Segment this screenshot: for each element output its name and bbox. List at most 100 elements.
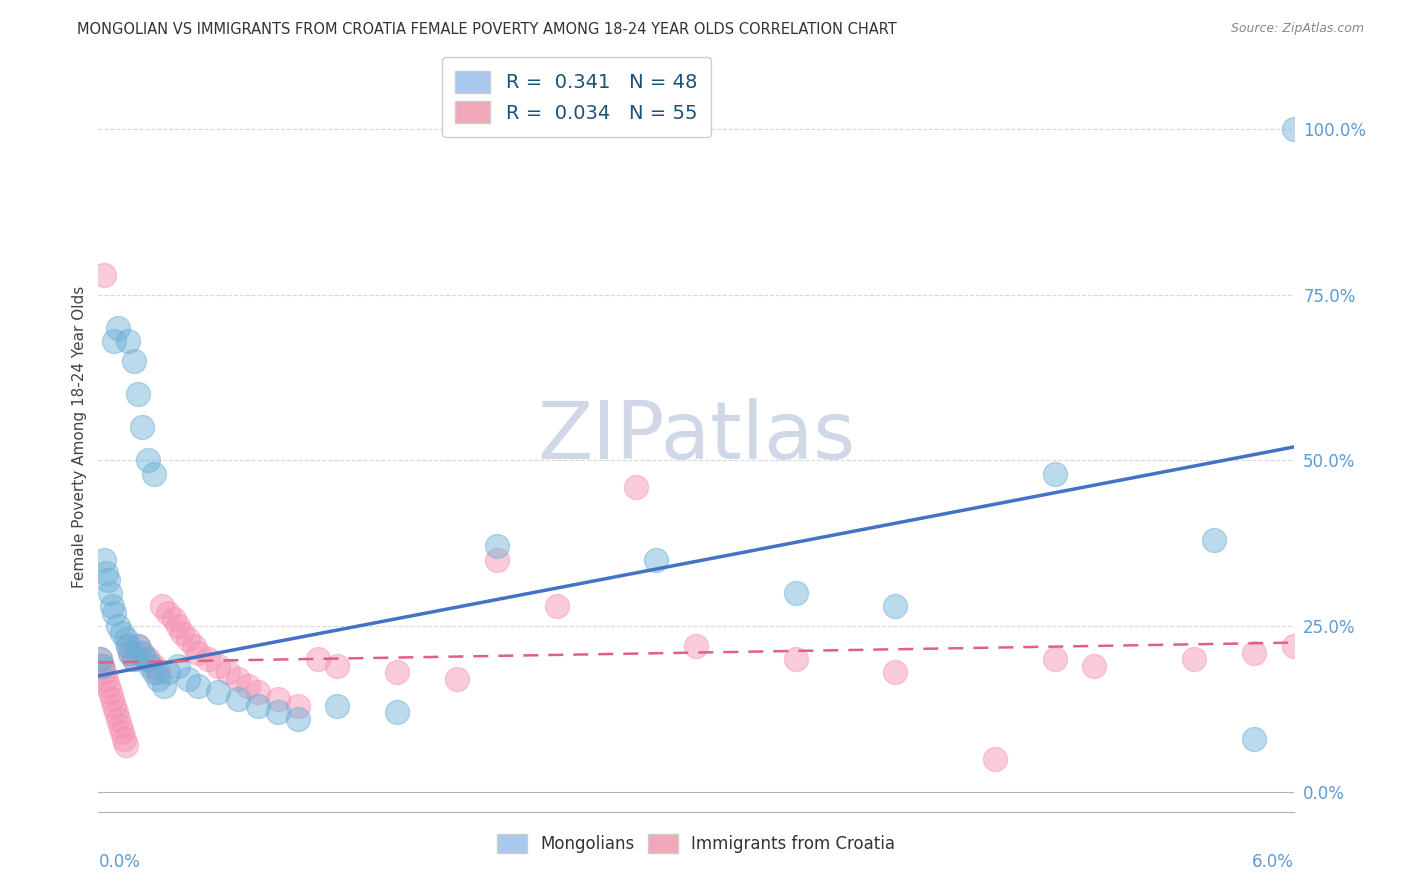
Point [226, 672, 249, 686]
Point [226, 692, 249, 706]
Point [884, 665, 907, 680]
Point [110, 718, 132, 732]
Point [115, 739, 138, 753]
Point [120, 646, 142, 660]
Point [157, 665, 180, 680]
Point [385, 665, 409, 680]
Point [107, 712, 129, 726]
Legend: Mongolians, Immigrants from Croatia: Mongolians, Immigrants from Croatia [491, 827, 901, 860]
Point [326, 698, 349, 713]
Point [135, 652, 157, 666]
Point [1202, 533, 1225, 547]
Point [326, 658, 349, 673]
Text: ZIPatlas: ZIPatlas [537, 398, 855, 476]
Point [93, 268, 115, 282]
Point [236, 679, 259, 693]
Point [153, 679, 176, 693]
Y-axis label: Female Poverty Among 18-24 Year Olds: Female Poverty Among 18-24 Year Olds [72, 286, 87, 588]
Point [177, 672, 200, 686]
Point [89, 652, 111, 666]
Point [1043, 652, 1066, 666]
Point [207, 685, 229, 699]
Point [307, 652, 329, 666]
Point [163, 612, 186, 626]
Point [546, 599, 568, 614]
Point [127, 639, 149, 653]
Point [1182, 652, 1205, 666]
Point [111, 625, 134, 640]
Point [148, 672, 170, 686]
Point [172, 625, 194, 640]
Point [287, 698, 309, 713]
Point [207, 658, 229, 673]
Point [139, 658, 162, 673]
Point [89, 652, 111, 666]
Point [246, 685, 269, 699]
Point [167, 619, 190, 633]
Point [91, 658, 114, 673]
Point [115, 632, 138, 647]
Point [111, 725, 134, 739]
Point [446, 672, 468, 686]
Text: Source: ZipAtlas.com: Source: ZipAtlas.com [1230, 22, 1364, 36]
Point [127, 639, 149, 653]
Point [131, 646, 153, 660]
Point [112, 731, 135, 746]
Point [785, 652, 807, 666]
Point [1043, 467, 1066, 481]
Point [217, 665, 239, 680]
Point [150, 599, 173, 614]
Point [1243, 731, 1265, 746]
Point [117, 334, 139, 348]
Point [183, 639, 205, 653]
Point [645, 553, 668, 567]
Point [93, 665, 115, 680]
Point [107, 320, 129, 334]
Point [1083, 658, 1105, 673]
Point [117, 639, 139, 653]
Point [267, 692, 290, 706]
Point [1243, 646, 1265, 660]
Point [177, 632, 200, 647]
Point [117, 639, 139, 653]
Point [143, 658, 166, 673]
Point [385, 705, 409, 719]
Point [167, 658, 190, 673]
Point [984, 752, 1007, 766]
Point [124, 652, 146, 666]
Point [103, 606, 125, 620]
Point [131, 646, 153, 660]
Point [96, 566, 118, 580]
Point [101, 692, 124, 706]
Point [91, 658, 114, 673]
Point [685, 639, 707, 653]
Point [187, 679, 209, 693]
Point [246, 698, 269, 713]
Point [93, 553, 115, 567]
Point [107, 619, 129, 633]
Point [485, 540, 508, 554]
Point [287, 712, 309, 726]
Point [884, 599, 907, 614]
Point [157, 606, 180, 620]
Text: 6.0%: 6.0% [1251, 853, 1294, 871]
Point [136, 453, 159, 467]
Point [785, 586, 807, 600]
Point [1282, 639, 1305, 653]
Point [101, 599, 124, 614]
Point [103, 334, 125, 348]
Text: MONGOLIAN VS IMMIGRANTS FROM CROATIA FEMALE POVERTY AMONG 18-24 YEAR OLDS CORREL: MONGOLIAN VS IMMIGRANTS FROM CROATIA FEM… [77, 22, 897, 37]
Point [97, 573, 120, 587]
Point [143, 665, 166, 680]
Point [124, 354, 146, 368]
Point [103, 698, 125, 713]
Point [98, 685, 122, 699]
Point [120, 646, 142, 660]
Point [267, 705, 290, 719]
Point [98, 586, 122, 600]
Text: 0.0%: 0.0% [98, 853, 141, 871]
Point [96, 672, 118, 686]
Point [143, 467, 166, 481]
Point [197, 652, 219, 666]
Point [124, 652, 146, 666]
